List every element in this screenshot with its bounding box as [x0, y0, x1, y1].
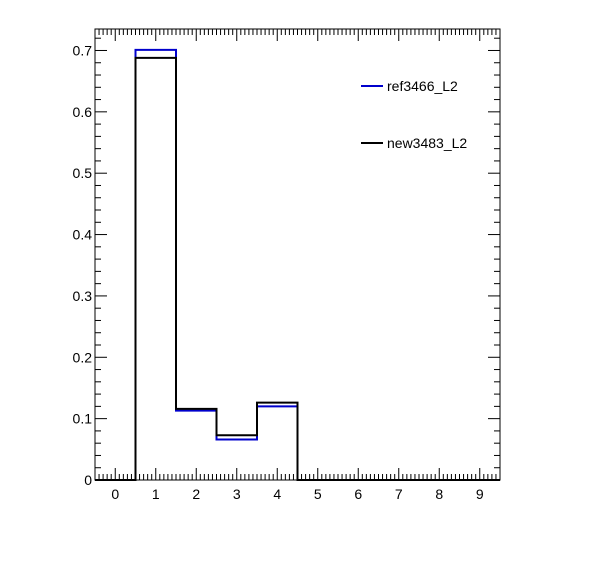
- legend: ref3466_L2 new3483_L2: [357, 63, 483, 169]
- y-tick-label: 0.5: [73, 165, 93, 181]
- x-tick-label: 9: [476, 486, 484, 502]
- legend-label: ref3466_L2: [387, 78, 458, 94]
- y-tick-label: 0.3: [73, 288, 93, 304]
- histogram-line-1: [95, 56, 500, 481]
- x-tick-label: 6: [354, 486, 362, 502]
- legend-label: new3483_L2: [387, 135, 467, 151]
- x-tick-label: 0: [111, 486, 119, 502]
- x-tick-label: 7: [395, 486, 403, 502]
- y-tick-label: 0.7: [73, 42, 93, 58]
- x-tick-label: 5: [314, 486, 322, 502]
- x-tick-label: 4: [273, 486, 281, 502]
- y-tick-label: 0.2: [73, 349, 93, 365]
- y-tick-label: 0.6: [73, 104, 93, 120]
- x-tick-label: 2: [192, 486, 200, 502]
- histogram-series: [95, 48, 500, 481]
- y-tick-label: 0.1: [73, 411, 93, 427]
- axis-tick-labels: 0 1 2 3 4 5 6 7 8 9 0 0.1 0.2 0.3 0.4 0.5 0.6 0.7: [73, 42, 484, 502]
- y-tick-label: 0.4: [73, 227, 93, 243]
- x-tick-label: 8: [435, 486, 443, 502]
- x-tick-label: 1: [152, 486, 160, 502]
- x-tick-label: 3: [233, 486, 241, 502]
- legend-box: [357, 63, 483, 169]
- y-tick-label: 0: [84, 472, 92, 488]
